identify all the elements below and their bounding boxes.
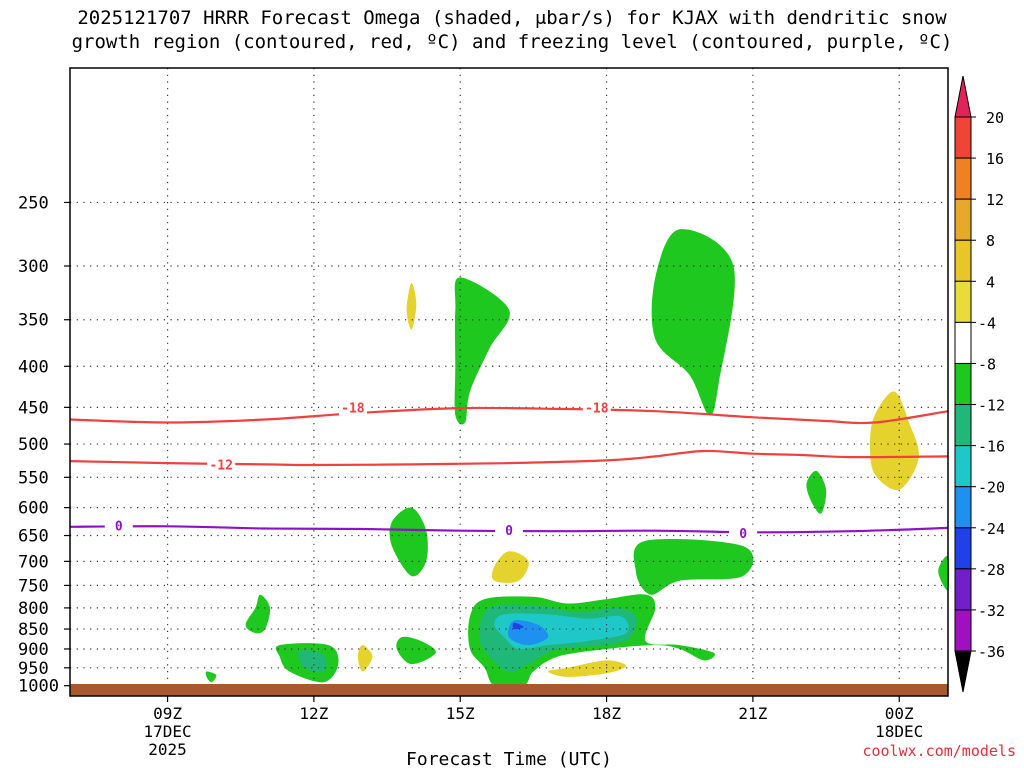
colorbar-band-8: [954, 445, 972, 488]
contour-label-bg-freezing-0-1: [495, 522, 523, 539]
omega-region-9: [245, 594, 271, 634]
colorbar-band-1: [954, 157, 972, 200]
xtick-label-21Z: 21Z: [738, 704, 767, 723]
colorbar-label-12: -32: [978, 602, 1005, 620]
ytick-label-700: 700: [18, 552, 49, 572]
ytick-label-950: 950: [18, 659, 49, 679]
contour-label-freezing-0-1: 0: [505, 524, 513, 539]
ytick-label-800: 800: [18, 599, 49, 619]
omega-region-19: [512, 622, 524, 630]
colorbar-label-10: -24: [978, 520, 1005, 538]
colorbar-label-4: 4: [986, 273, 995, 291]
colorbar-band-11: [954, 568, 972, 611]
contour-label-bg-dgz-12-0: [207, 456, 236, 473]
omega-region-12: [357, 645, 373, 672]
contour-label-freezing-0-0: 0: [115, 520, 123, 535]
contour-label-bg-freezing-0-2: [729, 524, 758, 541]
contour-label-dgz-18-0: -18: [341, 401, 365, 416]
ytick-label-550: 550: [18, 468, 49, 488]
contour-dgz-12: [69, 449, 949, 467]
colorbar-band-0: [954, 116, 972, 159]
colorbar-label-9: -20: [978, 479, 1005, 497]
colorbar: 20 16 12 8 4 -4 -8 -12 -16 -20 -24 -28 -32 -36: [954, 75, 1005, 693]
chart-title: 2025121707 HRRR Forecast Omega (shaded, …: [0, 6, 1024, 54]
omega-region-7: [633, 539, 754, 595]
ytick-label-900: 900: [18, 640, 49, 660]
colorbar-band-6: [954, 362, 972, 406]
chart-title-line1: 2025121707 HRRR Forecast Omega (shaded, …: [77, 7, 947, 29]
pressure-gridlines: [70, 68, 948, 696]
colorbar-band-5: [954, 321, 972, 364]
colorbar-label-1: 16: [986, 150, 1004, 168]
ytick-label-400: 400: [18, 357, 49, 377]
colorbar-band-10: [954, 527, 972, 570]
omega-region-8: [938, 555, 950, 591]
chart-title-line2: growth region (contoured, red, ºC) and f…: [71, 31, 953, 53]
xtick-label-09Z: 09Z: [153, 704, 182, 723]
colorbar-band-4: [954, 280, 972, 323]
ytick-label-750: 750: [18, 576, 49, 596]
colorbar-label-3: 8: [986, 232, 995, 250]
omega-shading-layer: [205, 229, 950, 688]
xtick-label-15Z: 15Z: [446, 704, 475, 723]
contour-dgz-18: [69, 406, 949, 425]
pressure-axis: 2503003504004505005506006507007508008509…: [18, 193, 70, 697]
x-axis-label: Forecast Time (UTC): [406, 749, 612, 768]
contour-label-bg-dgz-18-0: [338, 399, 367, 416]
omega-region-11: [298, 650, 327, 673]
colorbar-label-13: -36: [978, 643, 1005, 661]
contour-label-freezing-0-2: 0: [739, 527, 747, 542]
contour-label-dgz-12-0: -12: [209, 458, 232, 473]
colorbar-top-arrow: [954, 75, 972, 118]
ytick-label-1000: 1000: [18, 677, 59, 697]
xtick-date-00Z: 18DEC: [875, 722, 923, 741]
omega-region-3: [870, 391, 919, 491]
omega-region-6: [491, 551, 529, 583]
colorbar-label-11: -28: [978, 561, 1005, 579]
credit-text: coolwx.com/models: [862, 742, 1016, 760]
omega-region-5: [389, 507, 428, 577]
plot-frame: [69, 67, 949, 697]
omega-region-13: [396, 636, 436, 665]
xtick-label-18Z: 18Z: [592, 704, 621, 723]
contour-label-bg-dgz-18-1: [582, 399, 611, 416]
contour-label-dgz-18-1: -18: [585, 401, 609, 416]
ytick-label-600: 600: [18, 499, 49, 519]
xtick-label-00Z: 00Z: [885, 704, 914, 723]
omega-region-0: [454, 277, 510, 425]
colorbar-band-3: [954, 239, 972, 282]
colorbar-band-2: [954, 198, 972, 241]
ytick-label-300: 300: [18, 257, 49, 277]
omega-region-4: [806, 470, 827, 514]
colorbar-label-2: 12: [986, 191, 1004, 209]
colorbar-label-8: -16: [978, 438, 1005, 456]
omega-region-20: [548, 660, 627, 677]
contour-label-bg-freezing-0-0: [104, 517, 133, 534]
colorbar-band-9: [954, 486, 972, 529]
omega-region-14: [205, 671, 217, 683]
ytick-label-250: 250: [18, 193, 49, 213]
colorbar-label-5: -4: [978, 314, 996, 332]
terrain-band: [70, 684, 948, 696]
omega-region-1: [406, 282, 417, 330]
omega-region-2: [651, 229, 735, 416]
colorbar-label-7: -12: [978, 397, 1005, 415]
colorbar-label-0: 20: [986, 109, 1004, 127]
colorbar-band-12: [954, 609, 972, 652]
colorbar-band-7: [954, 404, 972, 447]
ytick-label-350: 350: [18, 311, 49, 331]
colorbar-bottom-arrow: [954, 650, 972, 693]
xtick-year-09Z: 2025: [148, 740, 187, 759]
colorbar-label-6: -8: [978, 355, 996, 373]
contour-layer: -18 -18 -12 0 0 0: [69, 399, 949, 542]
ytick-label-500: 500: [18, 435, 49, 455]
xtick-date-09Z: 17DEC: [143, 722, 191, 741]
xtick-label-12Z: 12Z: [299, 704, 328, 723]
ytick-label-850: 850: [18, 620, 49, 640]
ytick-label-450: 450: [18, 398, 49, 418]
ytick-label-650: 650: [18, 527, 49, 547]
